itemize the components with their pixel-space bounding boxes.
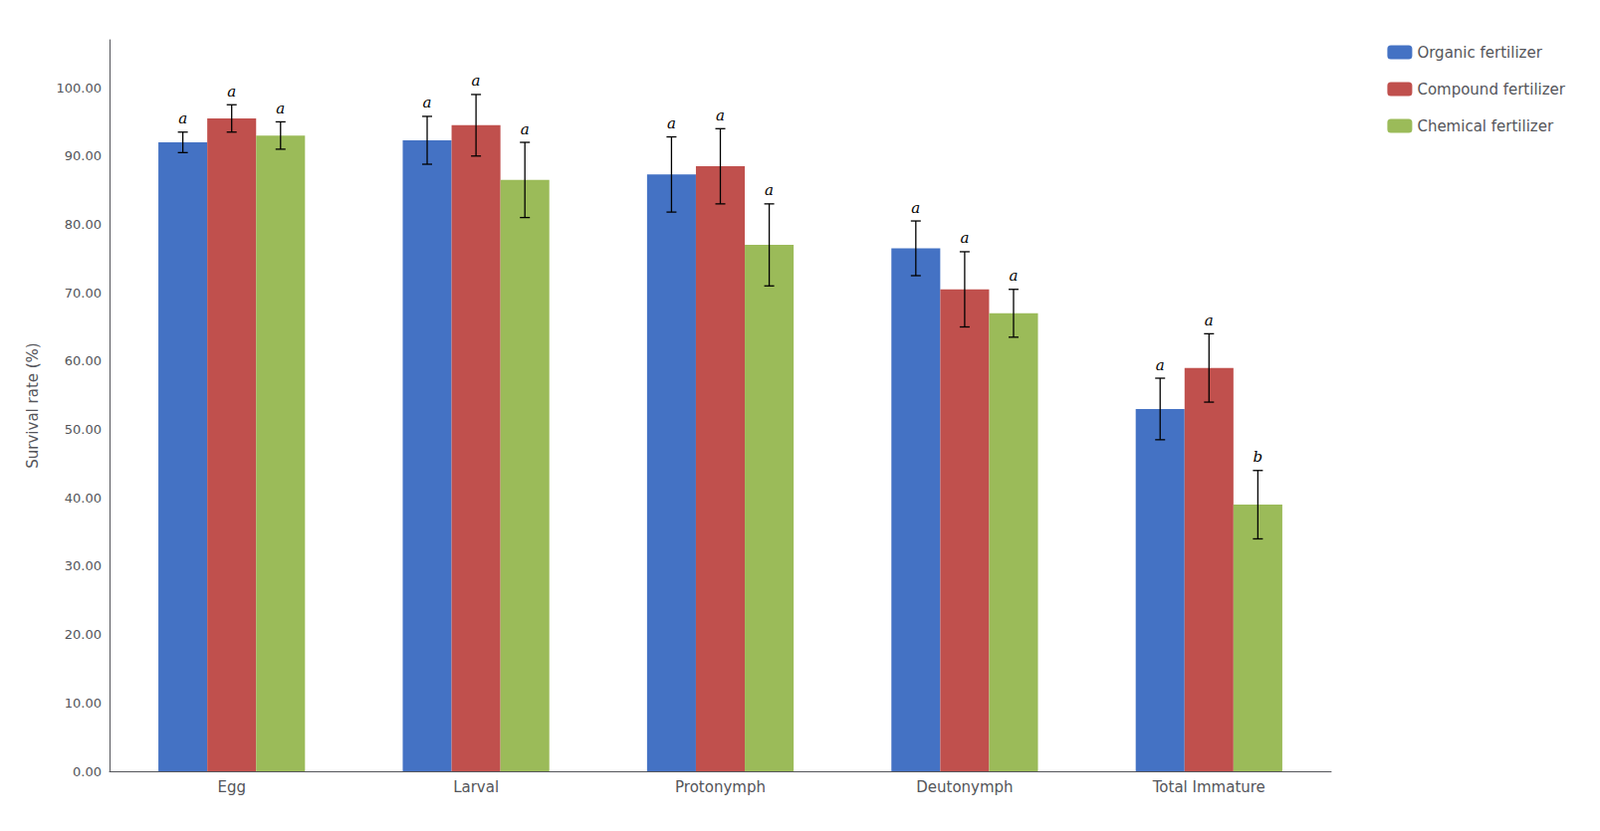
svg-text:50.00: 50.00 — [64, 422, 102, 438]
svg-text:a: a — [178, 109, 188, 128]
svg-text:a: a — [227, 82, 236, 101]
svg-text:80.00: 80.00 — [64, 217, 102, 232]
svg-text:0.00: 0.00 — [72, 764, 102, 780]
svg-text:a: a — [1204, 311, 1214, 330]
svg-text:100.00: 100.00 — [56, 80, 103, 96]
svg-text:Chemical fertilizer: Chemical fertilizer — [1416, 117, 1555, 136]
svg-text:Deutonymph: Deutonymph — [915, 778, 1013, 797]
svg-text:60.00: 60.00 — [64, 353, 102, 369]
svg-text:a: a — [764, 181, 774, 200]
svg-text:a: a — [471, 71, 481, 90]
svg-text:70.00: 70.00 — [64, 285, 102, 301]
svg-text:a: a — [911, 199, 920, 218]
svg-text:30.00: 30.00 — [64, 558, 102, 574]
svg-text:a: a — [959, 228, 969, 247]
svg-text:a: a — [715, 106, 725, 125]
svg-text:a: a — [423, 93, 433, 112]
svg-text:40.00: 40.00 — [64, 490, 102, 506]
svg-text:Total Immature: Total Immature — [1151, 778, 1266, 797]
svg-text:Survival rate (%): Survival rate (%) — [23, 342, 42, 468]
svg-text:Protonymph: Protonymph — [675, 778, 766, 797]
svg-text:90.00: 90.00 — [64, 148, 102, 164]
svg-text:a: a — [1009, 266, 1019, 285]
svg-text:Organic fertilizer: Organic fertilizer — [1416, 43, 1543, 62]
svg-text:10.00: 10.00 — [64, 695, 102, 711]
svg-text:Compound fertilizer: Compound fertilizer — [1416, 80, 1566, 99]
svg-text:a: a — [667, 114, 677, 133]
svg-text:20.00: 20.00 — [64, 627, 102, 643]
svg-text:a: a — [520, 120, 530, 139]
svg-text:b: b — [1253, 448, 1264, 466]
svg-text:a: a — [1155, 356, 1165, 375]
svg-text:Larval: Larval — [453, 778, 499, 797]
svg-text:a: a — [275, 99, 285, 118]
svg-text:Egg: Egg — [217, 778, 246, 797]
